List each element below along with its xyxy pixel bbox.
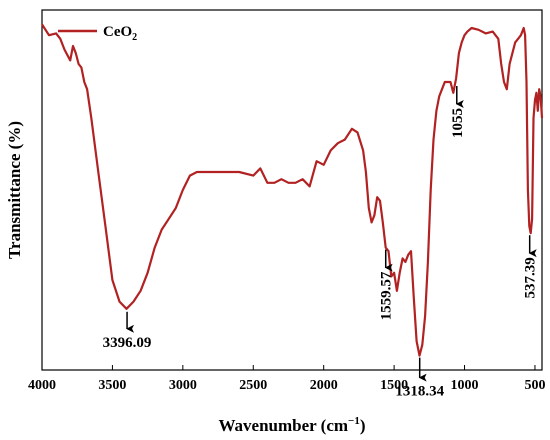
peak-label: 3396.09 xyxy=(103,335,152,351)
peak-label: 1055 xyxy=(450,108,466,138)
x-axis-title-tail: ) xyxy=(360,416,366,435)
x-tick-label: 500 xyxy=(524,378,545,393)
x-axis-title-sup: −1 xyxy=(348,415,360,427)
peak-annotations: 3396.09 1559.57 1318.34 1055 537.39 xyxy=(103,86,539,400)
x-tick-label: 2000 xyxy=(310,378,338,393)
peak-label: 1318.34 xyxy=(395,384,444,400)
y-axis-title: Transmittance (%) xyxy=(5,121,24,259)
peak-annotation: 537.39 xyxy=(523,235,539,298)
legend-label: CeO2 xyxy=(103,24,137,43)
plot-frame xyxy=(41,9,543,371)
x-axis-title-main: Wavenumber (cm xyxy=(219,416,349,435)
legend: CeO2 xyxy=(58,24,137,43)
x-axis-title: Wavenumber (cm−1) xyxy=(219,415,366,435)
peak-annotation: 1559.57 xyxy=(379,249,395,320)
peak-label: 1559.57 xyxy=(379,271,395,320)
x-tick-label: 3500 xyxy=(98,378,126,393)
legend-label-sub: 2 xyxy=(132,32,137,43)
ceo2-spectrum-line xyxy=(41,23,544,357)
peak-annotation: 3396.09 xyxy=(103,311,152,351)
peak-annotation: 1055 xyxy=(450,86,466,138)
x-axis: 4000 3500 3000 2500 2000 1500 1000 500 xyxy=(28,365,545,393)
peak-annotation: 1318.34 xyxy=(395,357,445,400)
x-tick-label: 1500 xyxy=(380,378,408,393)
peak-label: 537.39 xyxy=(523,257,539,298)
x-tick-label: 4000 xyxy=(28,378,56,393)
x-tick-label: 2500 xyxy=(239,378,267,393)
legend-label-main: CeO xyxy=(103,24,132,40)
x-tick-label: 1000 xyxy=(451,378,479,393)
x-tick-label: 3000 xyxy=(169,378,197,393)
